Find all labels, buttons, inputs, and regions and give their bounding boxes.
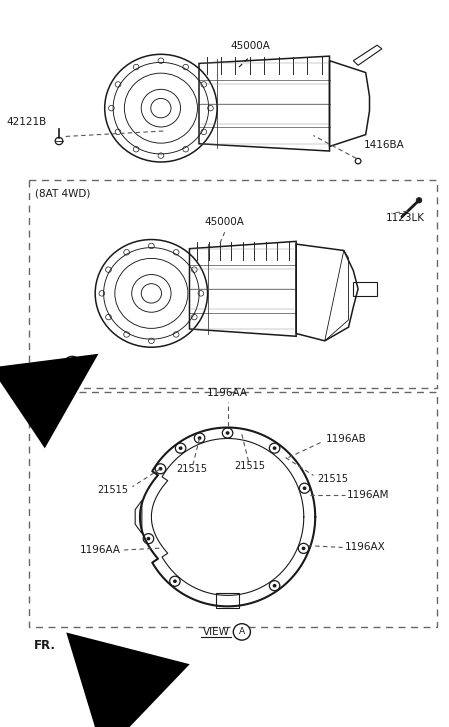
Text: 21515: 21515 (97, 485, 128, 495)
Text: 1196AM: 1196AM (347, 490, 389, 500)
Circle shape (229, 599, 232, 603)
Circle shape (299, 483, 310, 493)
Text: 42121B: 42121B (6, 117, 47, 126)
Text: (8AT 4WD): (8AT 4WD) (35, 189, 91, 199)
Circle shape (355, 158, 361, 164)
Text: 21515: 21515 (234, 461, 265, 470)
Circle shape (194, 433, 205, 443)
Circle shape (146, 537, 150, 540)
Circle shape (158, 467, 163, 470)
Circle shape (226, 431, 229, 435)
Text: 1196AA: 1196AA (80, 545, 121, 555)
Circle shape (416, 198, 422, 203)
Circle shape (273, 584, 277, 587)
Text: 21515: 21515 (317, 473, 348, 483)
Circle shape (179, 446, 182, 450)
Circle shape (55, 137, 63, 145)
Circle shape (233, 624, 251, 640)
Circle shape (143, 534, 154, 544)
Polygon shape (216, 593, 239, 608)
Text: A: A (69, 360, 76, 369)
Circle shape (269, 581, 280, 591)
Text: 45000A: 45000A (205, 217, 245, 227)
Circle shape (222, 428, 233, 438)
Text: 45000A: 45000A (230, 41, 270, 51)
Text: 1123LK: 1123LK (386, 212, 425, 222)
Circle shape (198, 436, 202, 440)
Text: A: A (239, 627, 245, 636)
Circle shape (225, 596, 236, 606)
Text: VIEW: VIEW (202, 627, 229, 637)
Circle shape (298, 543, 309, 553)
Circle shape (155, 464, 166, 474)
Circle shape (302, 547, 305, 550)
Circle shape (269, 443, 280, 453)
Circle shape (170, 577, 180, 586)
Circle shape (64, 356, 81, 373)
Text: 21515: 21515 (176, 465, 207, 475)
Text: 1196AX: 1196AX (344, 542, 385, 553)
Text: 1196AB: 1196AB (326, 434, 366, 444)
Circle shape (303, 486, 307, 490)
Text: FR.: FR. (34, 639, 56, 652)
Circle shape (273, 446, 277, 450)
Circle shape (176, 443, 186, 453)
Text: 1196AA: 1196AA (207, 388, 248, 398)
Circle shape (173, 579, 177, 583)
Text: 1416BA: 1416BA (364, 140, 405, 150)
